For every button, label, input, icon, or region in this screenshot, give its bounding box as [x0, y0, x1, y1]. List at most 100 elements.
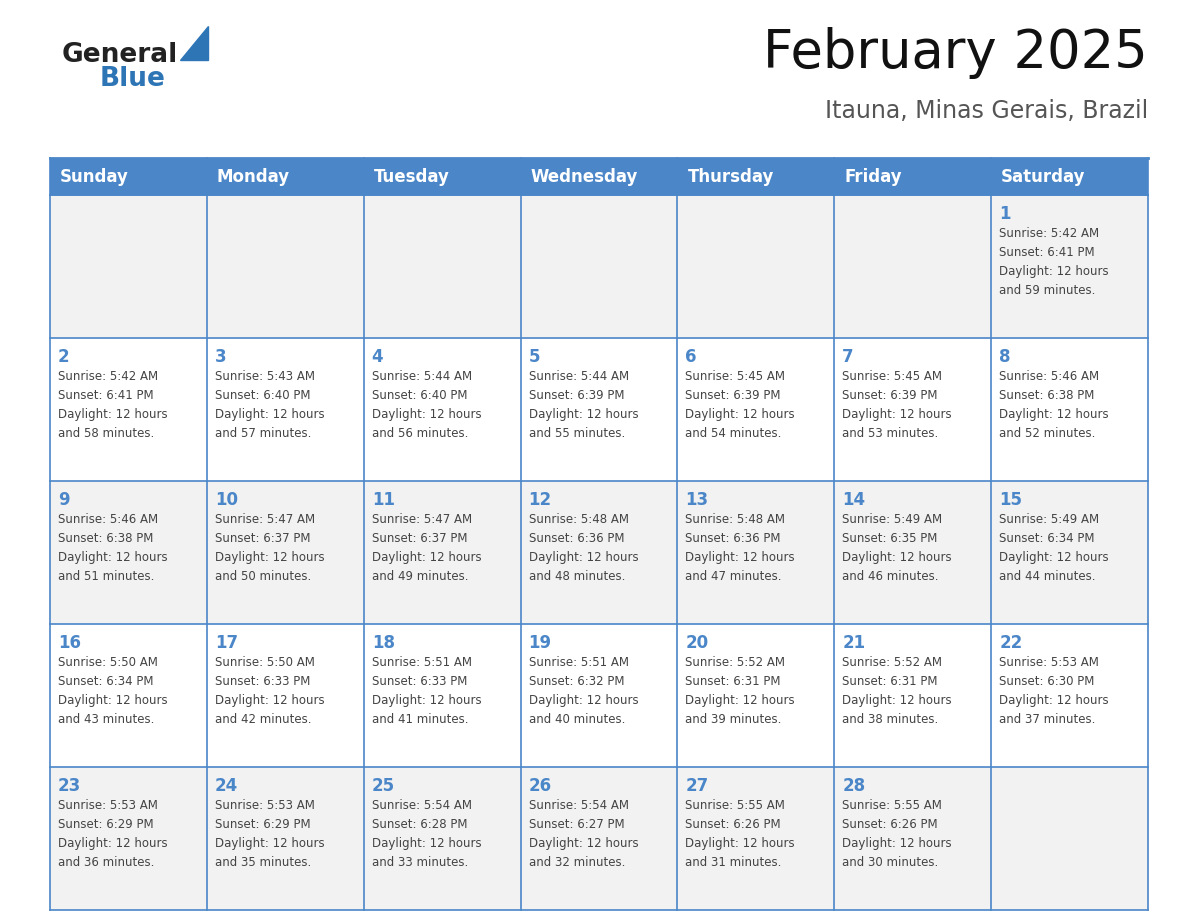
Text: Daylight: 12 hours: Daylight: 12 hours: [842, 551, 952, 564]
Text: Sunrise: 5:45 AM: Sunrise: 5:45 AM: [685, 370, 785, 383]
Text: and 36 minutes.: and 36 minutes.: [58, 856, 154, 869]
Text: Sunset: 6:40 PM: Sunset: 6:40 PM: [372, 389, 467, 402]
Text: Daylight: 12 hours: Daylight: 12 hours: [999, 408, 1108, 421]
Text: Sunrise: 5:51 AM: Sunrise: 5:51 AM: [372, 656, 472, 669]
Text: Daylight: 12 hours: Daylight: 12 hours: [999, 265, 1108, 278]
Text: and 52 minutes.: and 52 minutes.: [999, 427, 1095, 440]
Text: 1: 1: [999, 205, 1011, 223]
Bar: [677, 338, 834, 481]
Text: 2: 2: [58, 348, 70, 366]
Text: and 37 minutes.: and 37 minutes.: [999, 713, 1095, 726]
Text: 13: 13: [685, 491, 708, 509]
Text: and 53 minutes.: and 53 minutes.: [842, 427, 939, 440]
Text: Sunset: 6:37 PM: Sunset: 6:37 PM: [372, 532, 467, 545]
Text: Daylight: 12 hours: Daylight: 12 hours: [529, 408, 638, 421]
Text: and 49 minutes.: and 49 minutes.: [372, 570, 468, 583]
Text: Wednesday: Wednesday: [531, 167, 638, 185]
Text: Thursday: Thursday: [688, 167, 773, 185]
Text: 21: 21: [842, 634, 865, 652]
Text: Daylight: 12 hours: Daylight: 12 hours: [842, 694, 952, 707]
Text: and 55 minutes.: and 55 minutes.: [529, 427, 625, 440]
Text: Sunrise: 5:52 AM: Sunrise: 5:52 AM: [685, 656, 785, 669]
Bar: [991, 195, 1148, 338]
Text: 10: 10: [215, 491, 238, 509]
Text: Sunrise: 5:53 AM: Sunrise: 5:53 AM: [58, 799, 158, 812]
Text: and 50 minutes.: and 50 minutes.: [215, 570, 311, 583]
Text: and 41 minutes.: and 41 minutes.: [372, 713, 468, 726]
Bar: [520, 481, 677, 624]
Bar: [834, 158, 991, 195]
Bar: [207, 767, 364, 910]
Bar: [677, 481, 834, 624]
Text: Daylight: 12 hours: Daylight: 12 hours: [372, 408, 481, 421]
Bar: [834, 338, 991, 481]
Text: Sunset: 6:34 PM: Sunset: 6:34 PM: [58, 675, 153, 688]
Text: Daylight: 12 hours: Daylight: 12 hours: [58, 551, 168, 564]
Text: Daylight: 12 hours: Daylight: 12 hours: [529, 694, 638, 707]
Text: Sunrise: 5:46 AM: Sunrise: 5:46 AM: [999, 370, 1099, 383]
Text: Daylight: 12 hours: Daylight: 12 hours: [215, 837, 324, 850]
Text: Sunset: 6:27 PM: Sunset: 6:27 PM: [529, 818, 624, 831]
Text: Itauna, Minas Gerais, Brazil: Itauna, Minas Gerais, Brazil: [824, 99, 1148, 123]
Text: 12: 12: [529, 491, 551, 509]
Text: Sunset: 6:40 PM: Sunset: 6:40 PM: [215, 389, 310, 402]
Text: 9: 9: [58, 491, 70, 509]
Text: and 46 minutes.: and 46 minutes.: [842, 570, 939, 583]
Text: and 38 minutes.: and 38 minutes.: [842, 713, 939, 726]
Text: Sunrise: 5:43 AM: Sunrise: 5:43 AM: [215, 370, 315, 383]
Text: Daylight: 12 hours: Daylight: 12 hours: [999, 694, 1108, 707]
Text: Sunrise: 5:49 AM: Sunrise: 5:49 AM: [842, 513, 942, 526]
Text: 24: 24: [215, 777, 238, 795]
Bar: [991, 624, 1148, 767]
Text: Sunrise: 5:48 AM: Sunrise: 5:48 AM: [529, 513, 628, 526]
Text: 14: 14: [842, 491, 865, 509]
Text: Monday: Monday: [217, 167, 290, 185]
Text: Sunrise: 5:46 AM: Sunrise: 5:46 AM: [58, 513, 158, 526]
Text: Sunrise: 5:42 AM: Sunrise: 5:42 AM: [999, 227, 1099, 240]
Text: Sunset: 6:36 PM: Sunset: 6:36 PM: [685, 532, 781, 545]
Bar: [991, 767, 1148, 910]
Text: Sunset: 6:39 PM: Sunset: 6:39 PM: [842, 389, 937, 402]
Bar: [50, 158, 207, 195]
Text: Sunrise: 5:55 AM: Sunrise: 5:55 AM: [842, 799, 942, 812]
Text: 17: 17: [215, 634, 238, 652]
Text: Sunrise: 5:44 AM: Sunrise: 5:44 AM: [372, 370, 472, 383]
Text: Sunset: 6:28 PM: Sunset: 6:28 PM: [372, 818, 467, 831]
Text: Sunrise: 5:53 AM: Sunrise: 5:53 AM: [215, 799, 315, 812]
Bar: [50, 195, 207, 338]
Text: Daylight: 12 hours: Daylight: 12 hours: [58, 408, 168, 421]
Text: and 57 minutes.: and 57 minutes.: [215, 427, 311, 440]
Text: Sunday: Sunday: [61, 167, 128, 185]
Bar: [207, 195, 364, 338]
Text: Sunrise: 5:47 AM: Sunrise: 5:47 AM: [215, 513, 315, 526]
Text: Daylight: 12 hours: Daylight: 12 hours: [685, 837, 795, 850]
Bar: [991, 481, 1148, 624]
Text: 26: 26: [529, 777, 551, 795]
Text: Daylight: 12 hours: Daylight: 12 hours: [685, 408, 795, 421]
Text: and 56 minutes.: and 56 minutes.: [372, 427, 468, 440]
Text: Sunrise: 5:50 AM: Sunrise: 5:50 AM: [58, 656, 158, 669]
Text: Sunrise: 5:48 AM: Sunrise: 5:48 AM: [685, 513, 785, 526]
Text: 22: 22: [999, 634, 1023, 652]
Text: and 40 minutes.: and 40 minutes.: [529, 713, 625, 726]
Text: Sunset: 6:37 PM: Sunset: 6:37 PM: [215, 532, 310, 545]
Text: Daylight: 12 hours: Daylight: 12 hours: [215, 694, 324, 707]
Text: Sunset: 6:34 PM: Sunset: 6:34 PM: [999, 532, 1094, 545]
Text: and 39 minutes.: and 39 minutes.: [685, 713, 782, 726]
Bar: [520, 195, 677, 338]
Text: Daylight: 12 hours: Daylight: 12 hours: [372, 694, 481, 707]
Text: Sunset: 6:39 PM: Sunset: 6:39 PM: [529, 389, 624, 402]
Bar: [520, 158, 677, 195]
Text: Sunrise: 5:54 AM: Sunrise: 5:54 AM: [529, 799, 628, 812]
Bar: [50, 338, 207, 481]
Text: Sunset: 6:29 PM: Sunset: 6:29 PM: [215, 818, 310, 831]
Text: Sunrise: 5:50 AM: Sunrise: 5:50 AM: [215, 656, 315, 669]
Bar: [364, 158, 520, 195]
Text: Tuesday: Tuesday: [374, 167, 449, 185]
Text: Daylight: 12 hours: Daylight: 12 hours: [842, 408, 952, 421]
Text: Sunset: 6:32 PM: Sunset: 6:32 PM: [529, 675, 624, 688]
Text: and 42 minutes.: and 42 minutes.: [215, 713, 311, 726]
Text: 3: 3: [215, 348, 227, 366]
Text: 6: 6: [685, 348, 697, 366]
Text: and 54 minutes.: and 54 minutes.: [685, 427, 782, 440]
